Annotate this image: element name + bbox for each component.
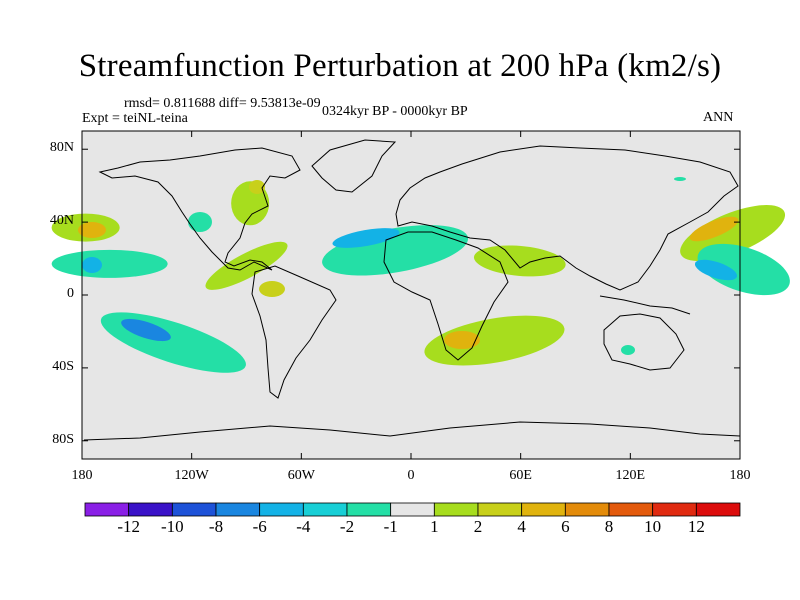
anomaly-southern-africa xyxy=(424,315,565,366)
x-tick-label: 120E xyxy=(615,468,646,483)
x-tick-label: 0 xyxy=(407,468,415,483)
coast-indonesia xyxy=(599,295,691,315)
colorbar-swatch xyxy=(521,502,566,517)
anomaly-tropical-west-pacific xyxy=(697,243,790,296)
anomaly-australia xyxy=(621,345,635,355)
rmsd-subtitle: rmsd= 0.811688 diff= 9.53813e-09 xyxy=(124,96,321,111)
x-tick-label: 180 xyxy=(729,468,751,483)
colorbar-swatch xyxy=(171,502,217,517)
coast-africa xyxy=(383,231,509,361)
colorbar-swatch xyxy=(390,502,435,517)
colorbar-label: 2 xyxy=(473,517,483,536)
x-tick-label: 120W xyxy=(174,468,209,483)
x-tick-label: 60W xyxy=(287,468,315,483)
x-tick-label: 60E xyxy=(509,468,532,483)
colorbar-swatch xyxy=(128,502,173,517)
y-tick-label: 40N xyxy=(49,213,74,229)
coast-south-america xyxy=(251,265,337,399)
colorbar-swatch xyxy=(564,502,610,517)
colorbar-label: 6 xyxy=(561,517,570,536)
y-tick-label: 80N xyxy=(49,140,74,156)
coast-australia xyxy=(603,313,685,371)
colorbar-swatch xyxy=(259,502,304,517)
anomaly-north-africa-atlantic-core xyxy=(332,228,400,248)
coast-eurasia xyxy=(395,145,739,291)
map-background xyxy=(82,131,740,459)
anomaly-tropical-central-pacific xyxy=(51,249,168,278)
anomaly-hudson-bay-core xyxy=(249,180,265,194)
colorbar-label: 8 xyxy=(604,517,614,536)
anomaly-tropical-west-pacific-core xyxy=(694,259,738,281)
colorbar-label: -8 xyxy=(208,517,224,536)
colorbar-swatch xyxy=(215,502,261,517)
colorbar-label: 1 xyxy=(430,517,439,536)
anomaly-arabia-india xyxy=(473,245,566,277)
anomaly-tropical-central-pacific-core xyxy=(82,257,102,273)
y-tick-label: 40S xyxy=(52,358,74,374)
experiment-subtitle: Expt = teiNL-teina xyxy=(82,111,188,126)
anomaly-central-north-pacific-core xyxy=(78,222,106,238)
colorbar-label: -4 xyxy=(296,517,311,536)
y-tick-label: 80S xyxy=(52,431,74,447)
colorbar-swatch xyxy=(346,502,392,517)
anomaly-northwest-pacific-core xyxy=(689,216,739,242)
coast-north-america xyxy=(98,147,301,271)
colorbar-swatch xyxy=(302,502,348,517)
y-tick-label: 0 xyxy=(67,286,74,301)
anomaly-southern-africa-core xyxy=(444,331,480,349)
colorbar-swatch xyxy=(652,502,697,517)
colorbar-swatch xyxy=(608,502,654,517)
colorbar-swatch xyxy=(433,502,479,517)
anomaly-northeast-pacific xyxy=(188,212,212,232)
colorbar-label: 12 xyxy=(687,517,705,536)
coast-antarctica xyxy=(83,421,741,441)
colorbar-swatch xyxy=(695,502,741,517)
colorbar-label: -2 xyxy=(339,517,355,536)
coast-greenland xyxy=(311,139,397,193)
chart-title: Streamfunction Perturbation at 200 hPa (… xyxy=(78,48,722,84)
anomaly-kamchatka xyxy=(674,177,686,181)
colorbar-label: 10 xyxy=(644,517,662,536)
colorbar-swatch xyxy=(84,502,130,517)
colorbar-label: -1 xyxy=(383,517,398,536)
anomaly-south-pacific-core xyxy=(121,318,171,342)
colorbar-label: 4 xyxy=(517,517,526,536)
period-subtitle: 0324kyr BP - 0000kyr BP xyxy=(322,104,468,119)
colorbar-label: -10 xyxy=(160,517,184,536)
colorbar-label: -12 xyxy=(117,517,140,536)
colorbar-label: -6 xyxy=(252,517,267,536)
anomaly-caribbean-core xyxy=(259,281,285,297)
colorbar-swatch xyxy=(477,502,523,517)
season-subtitle: ANN xyxy=(703,110,734,125)
x-tick-label: 180 xyxy=(71,468,93,483)
